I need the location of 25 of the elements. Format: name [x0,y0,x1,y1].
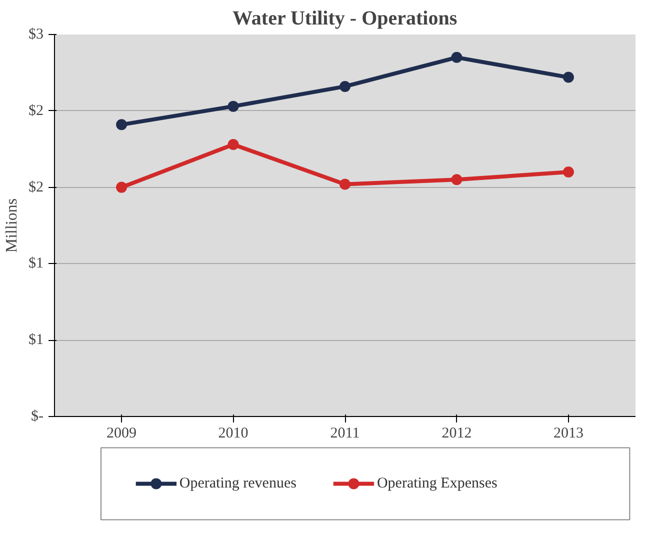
x-tick-label: 2011 [330,426,360,442]
point [562,166,574,178]
x-tick-label: 2013 [553,426,584,442]
y-tick-label: $2 [28,179,44,196]
y-tick-label: $- [31,408,44,424]
legend-label: Operating revenues [179,476,297,492]
y-axis-title: Millions [4,198,20,253]
point [562,72,574,83]
y-tick-label: $1 [28,256,44,272]
y-tick-label: $1 [28,332,44,348]
y-tick-label: $2 [28,102,44,119]
point [116,119,128,130]
legend-label: Operating Expenses [376,476,498,492]
point [340,80,350,92]
point [116,182,128,193]
x-tick-label: 2009 [106,426,137,442]
point [451,174,462,186]
point [228,100,239,112]
y-tick-label: $3 [28,26,44,42]
point [451,52,462,63]
x-tick-label: 2012 [442,426,472,442]
chart-title: Water Utility - Operations [232,8,458,30]
point [340,178,350,190]
point [228,139,239,150]
x-tick-label: 2010 [218,426,248,442]
